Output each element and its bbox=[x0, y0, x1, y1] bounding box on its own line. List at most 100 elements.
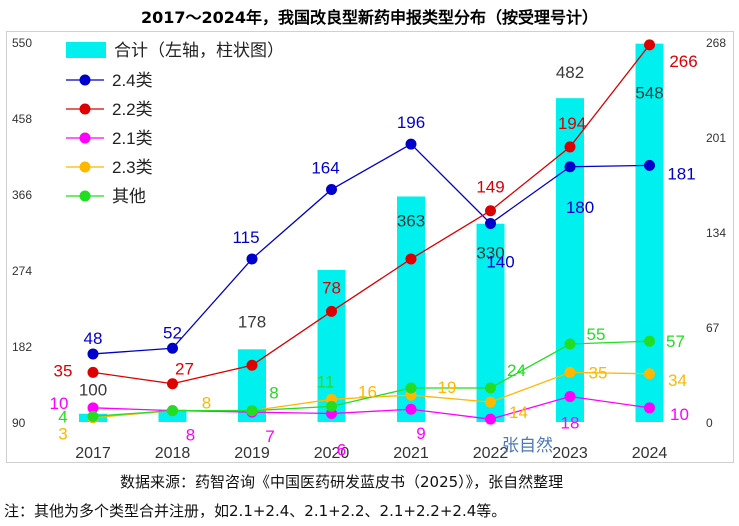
left-axis-tick-label: 366 bbox=[12, 188, 32, 202]
x-tick-label: 2017 bbox=[75, 445, 111, 462]
data-point bbox=[485, 205, 496, 217]
point-data-label: 57 bbox=[666, 332, 685, 351]
chart-title: 2017～2024年，我国改良型新药申报类型分布（按受理号计） bbox=[140, 8, 599, 27]
legend-swatch-marker bbox=[79, 190, 91, 202]
point-data-label: 48 bbox=[84, 329, 103, 348]
x-tick-label: 2021 bbox=[393, 445, 429, 462]
data-point bbox=[246, 405, 258, 417]
x-tick-label: 2023 bbox=[552, 445, 588, 462]
point-data-label: 35 bbox=[589, 363, 608, 382]
point-data-label: 35 bbox=[54, 361, 73, 380]
data-point bbox=[326, 183, 337, 195]
legend-label-bar: 合计（左轴，柱状图） bbox=[114, 41, 284, 60]
right-axis-tick-label: 201 bbox=[706, 131, 726, 145]
data-point bbox=[87, 348, 99, 360]
x-tick-label: 2020 bbox=[314, 445, 350, 462]
series-line bbox=[92, 340, 650, 417]
legend-swatch-marker bbox=[79, 103, 91, 115]
data-point bbox=[167, 378, 178, 390]
bar-data-label: 548 bbox=[635, 84, 663, 103]
point-data-label: 4 bbox=[58, 407, 67, 426]
x-tick-label: 2019 bbox=[234, 445, 270, 462]
data-point bbox=[564, 141, 576, 153]
footnote: 注：其他为多个类型合并注册，如2.1+2.4、2.1+2.2、2.1+2.2+2… bbox=[4, 502, 507, 520]
data-point bbox=[644, 402, 655, 414]
point-data-label: 24 bbox=[507, 361, 526, 380]
data-point bbox=[167, 405, 178, 417]
point-data-label: 196 bbox=[397, 113, 425, 132]
data-point bbox=[405, 138, 417, 150]
source-note: 数据来源：药智咨询《中国医药研发蓝皮书（2025）》，张自然整理 bbox=[120, 473, 564, 491]
point-data-label: 8 bbox=[186, 426, 195, 445]
x-tick-label: 2022 bbox=[473, 445, 509, 462]
point-data-label: 6 bbox=[337, 440, 346, 459]
legend-label-line: 其他 bbox=[112, 187, 146, 206]
data-point bbox=[326, 400, 337, 412]
point-data-label: 14 bbox=[509, 403, 528, 422]
legend-label-line: 2.3类 bbox=[112, 158, 153, 177]
legend-swatch-bar bbox=[66, 42, 106, 58]
chart-frame bbox=[6, 31, 734, 463]
right-axis-tick-label: 134 bbox=[706, 226, 726, 240]
point-data-label: 19 bbox=[438, 378, 457, 397]
data-point bbox=[405, 382, 417, 394]
point-data-label: 180 bbox=[566, 198, 594, 217]
point-data-label: 55 bbox=[587, 325, 606, 344]
series-line bbox=[92, 143, 650, 355]
point-data-label: 3 bbox=[58, 425, 67, 444]
bar-data-label: 100 bbox=[79, 381, 107, 400]
x-tick-label: 2018 bbox=[155, 445, 191, 462]
watermark-signature: 张自然 bbox=[502, 436, 553, 456]
data-point bbox=[405, 253, 417, 265]
bar-data-label: 363 bbox=[397, 211, 425, 230]
data-point bbox=[485, 396, 496, 408]
data-point bbox=[644, 368, 655, 380]
point-data-label: 10 bbox=[50, 394, 69, 413]
point-data-label: 18 bbox=[561, 413, 580, 432]
series-line bbox=[92, 44, 651, 385]
point-data-label: 34 bbox=[668, 371, 687, 390]
data-point bbox=[87, 410, 99, 422]
point-data-label: 10 bbox=[670, 405, 689, 424]
legend-swatch-marker bbox=[79, 161, 91, 173]
data-point bbox=[644, 335, 655, 347]
point-data-label: 78 bbox=[322, 278, 341, 297]
left-axis-tick-label: 90 bbox=[12, 416, 26, 430]
bar-data-label: 178 bbox=[238, 312, 266, 331]
legend-label-line: 2.4类 bbox=[112, 71, 153, 90]
x-tick-label: 2024 bbox=[632, 445, 668, 462]
point-data-label: 115 bbox=[232, 228, 259, 247]
left-axis-tick-label: 182 bbox=[12, 340, 32, 354]
right-axis-tick-label: 67 bbox=[706, 321, 720, 335]
data-point bbox=[485, 217, 496, 229]
point-data-label: 52 bbox=[163, 323, 182, 342]
right-axis-tick-label: 268 bbox=[706, 36, 726, 50]
data-point bbox=[644, 39, 655, 51]
bar-data-label: 482 bbox=[556, 63, 584, 82]
bar-total bbox=[635, 43, 664, 423]
point-data-label: 16 bbox=[358, 382, 377, 401]
point-data-label: 11 bbox=[317, 372, 335, 391]
legend-label-line: 2.1类 bbox=[112, 129, 153, 148]
legend-swatch-marker bbox=[79, 74, 91, 86]
data-point bbox=[564, 338, 576, 350]
point-data-label: 266 bbox=[669, 52, 697, 71]
point-data-label: 164 bbox=[311, 158, 339, 177]
point-data-label: 27 bbox=[175, 360, 194, 379]
legend-swatch-marker bbox=[79, 132, 91, 144]
data-point bbox=[564, 390, 576, 402]
data-point bbox=[564, 161, 576, 173]
data-point bbox=[87, 402, 99, 414]
data-point bbox=[246, 253, 258, 265]
data-point bbox=[326, 305, 337, 317]
data-point bbox=[167, 342, 178, 354]
data-point bbox=[87, 366, 99, 378]
point-data-label: 181 bbox=[667, 164, 695, 183]
left-axis-tick-label: 458 bbox=[12, 112, 32, 126]
data-point bbox=[644, 159, 655, 171]
data-point bbox=[564, 366, 576, 378]
data-point bbox=[405, 403, 417, 415]
data-point bbox=[246, 359, 258, 371]
